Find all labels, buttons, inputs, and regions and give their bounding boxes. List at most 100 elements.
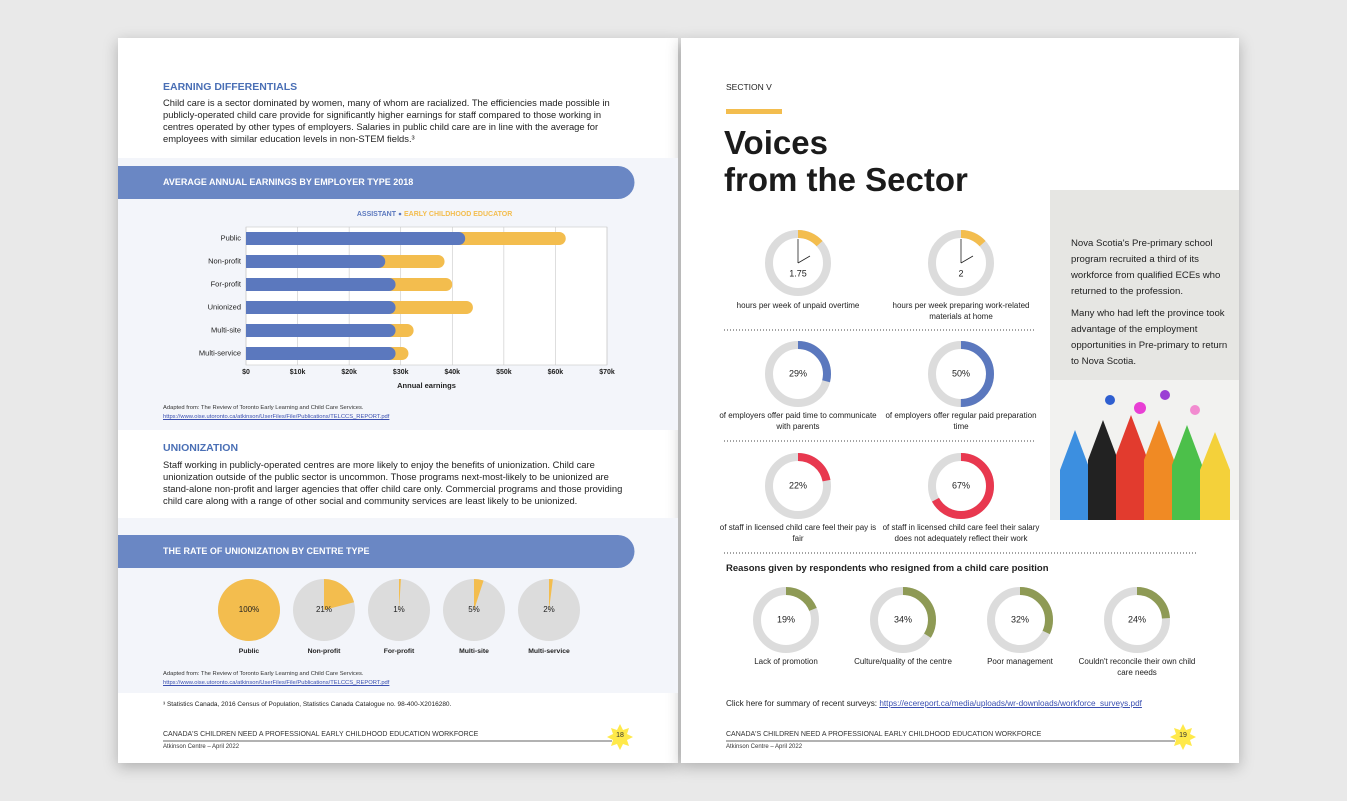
page-badge — [1170, 724, 1196, 750]
donut-arc — [928, 453, 994, 519]
clock-hand — [960, 255, 974, 264]
x-tick-label: $60k — [548, 369, 564, 376]
pie-slice — [218, 579, 280, 641]
donut-caption: Culture/quality of the centre — [854, 657, 952, 666]
pie-slice — [474, 579, 484, 610]
accent-bar — [726, 109, 782, 114]
paragraph: Many who had left the province took adva… — [1071, 308, 1228, 367]
source-note: Adapted from: The Review of Toronto Earl… — [163, 405, 364, 411]
y-tick-label: Multi-service — [199, 348, 241, 357]
category-label: Multi-service — [528, 648, 570, 655]
category-label: Public — [239, 648, 260, 655]
heading: UNIONIZATION — [163, 442, 239, 454]
category-label: Multi-site — [459, 648, 489, 655]
category-label: Non-profit — [308, 648, 342, 655]
page-title: Voices from the Sector — [724, 124, 968, 198]
x-axis-label: Annual earnings — [397, 381, 456, 390]
legend-entry: EARLY CHILDHOOD EDUCATOR — [404, 211, 512, 218]
pie-slice — [324, 579, 355, 610]
donut-caption: Poor management — [987, 657, 1053, 666]
x-tick-label: $70k — [599, 369, 615, 376]
pie-label: 5% — [468, 605, 480, 614]
x-tick-label: $50k — [496, 369, 512, 376]
page-number: 18 — [616, 732, 624, 739]
donut-caption: Couldn't reconcile their own child care … — [1078, 657, 1196, 677]
section-label: SECTION V — [726, 82, 772, 92]
category-label: For-profit — [384, 648, 415, 655]
source-note: Adapted from: The Review of Toronto Earl… — [163, 671, 364, 677]
footer-org: Atkinson Centre – April 2022 — [726, 744, 803, 750]
donut-label: 19% — [777, 614, 795, 624]
x-tick-label: $0 — [242, 369, 250, 376]
clock-hand — [797, 255, 811, 264]
chart-title: AVERAGE ANNUAL EARNINGS BY EMPLOYER TYPE… — [163, 177, 414, 187]
heading: EARNING DIFFERENTIALS — [163, 81, 298, 93]
bar — [246, 278, 396, 291]
donut-label: 29% — [789, 368, 807, 378]
banner — [118, 535, 635, 568]
x-tick-label: $20k — [341, 369, 357, 376]
legend-separator — [398, 212, 402, 216]
page-badge — [607, 724, 633, 750]
footnote: ³ Statistics Canada, 2016 Census of Popu… — [163, 701, 452, 708]
donut-label: 67% — [952, 480, 970, 490]
y-tick-label: Unionized — [208, 302, 241, 311]
pie-slice — [549, 579, 553, 610]
y-tick-label: For-profit — [211, 279, 242, 288]
title-line: from the Sector — [724, 161, 968, 198]
donut-caption: of employers offer regular paid preparat… — [885, 411, 1037, 431]
source-link[interactable]: https://www.oise.utoronto.ca/atkinson/Us… — [163, 680, 390, 686]
donut-arc — [870, 587, 936, 653]
chart-title: THE RATE OF UNIONIZATION BY CENTRE TYPE — [163, 546, 370, 556]
footer-org: Atkinson Centre – April 2022 — [163, 744, 240, 750]
sidebar-text: Nova Scotia's Pre-primary school program… — [1071, 236, 1231, 370]
donut-label: 50% — [952, 368, 970, 378]
bar — [246, 232, 466, 245]
x-tick-label: $10k — [290, 369, 306, 376]
pie-label: 21% — [316, 605, 332, 614]
paragraph: Child care is a sector dominated by wome… — [163, 97, 610, 144]
dial-arc — [928, 230, 994, 296]
donut-arc — [765, 341, 831, 407]
dial-arc — [765, 230, 831, 296]
legend-entry: ASSISTANT — [357, 211, 397, 218]
stat-caption: hours per week of unpaid overtime — [736, 301, 860, 310]
pie-label: 100% — [239, 605, 259, 614]
donut-arc — [753, 587, 819, 653]
stat-value: 1.75 — [789, 268, 807, 278]
stat-value: 2 — [958, 268, 963, 278]
donut-label: 32% — [1011, 614, 1029, 624]
paragraph: Nova Scotia's Pre-primary school program… — [1071, 238, 1221, 297]
bar — [246, 347, 396, 360]
bar — [246, 301, 396, 314]
x-tick-label: $40k — [444, 369, 460, 376]
donut-label: 24% — [1128, 614, 1146, 624]
bar — [246, 255, 386, 268]
pie-label: 1% — [393, 605, 405, 614]
title-line: Voices — [724, 124, 828, 161]
source-link[interactable]: https://www.oise.utoronto.ca/atkinson/Us… — [163, 414, 390, 420]
pie-slice — [399, 579, 401, 610]
donut-caption: Lack of promotion — [754, 657, 818, 666]
plot-frame — [245, 226, 608, 366]
donut-caption: of employers offer paid time to communic… — [719, 411, 877, 431]
page-number: 19 — [1179, 732, 1187, 739]
donut-caption: of staff in licensed child care feel the… — [719, 523, 877, 543]
footer-title: CANADA'S CHILDREN NEED A PROFESSIONAL EA… — [163, 731, 479, 738]
donut-label: 22% — [789, 480, 807, 490]
bar — [246, 324, 396, 337]
y-tick-label: Multi-site — [211, 325, 241, 334]
donut-caption: of staff in licensed child care feel the… — [882, 523, 1040, 543]
survey-line: Click here for summary of recent surveys… — [726, 699, 1142, 708]
paragraph: Staff working in publicly-operated centr… — [163, 459, 623, 506]
survey-link[interactable]: https://ecereport.ca/media/uploads/wr-do… — [879, 699, 1142, 708]
banner — [118, 166, 635, 199]
survey-text: Click here for summary of recent surveys… — [726, 699, 878, 708]
footer-title: CANADA'S CHILDREN NEED A PROFESSIONAL EA… — [726, 731, 1042, 738]
y-tick-label: Non-profit — [208, 256, 242, 265]
pie-label: 2% — [543, 605, 555, 614]
x-tick-label: $30k — [393, 369, 409, 376]
donut-arc — [1104, 587, 1170, 653]
